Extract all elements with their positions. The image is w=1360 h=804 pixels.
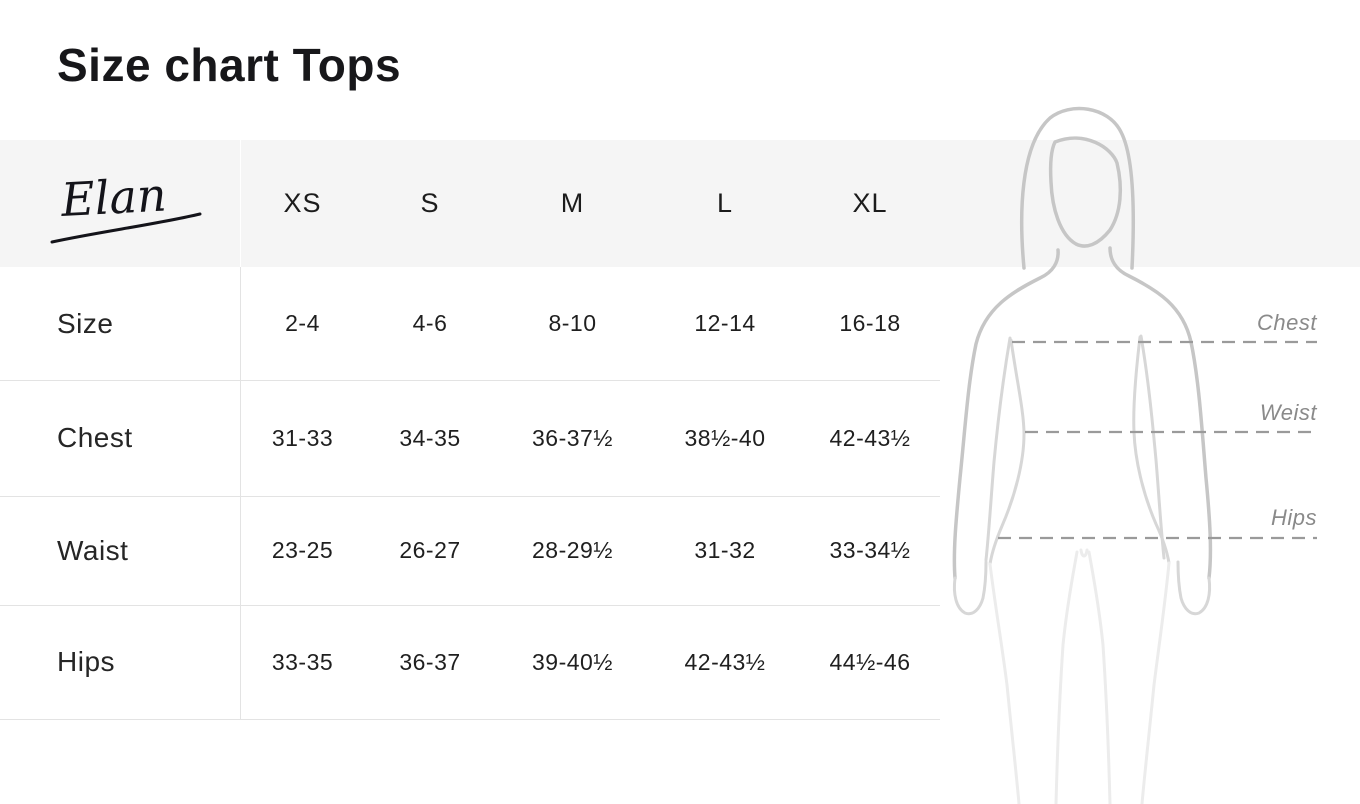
hips-xl: 44½-46 (829, 648, 911, 675)
right-leg-outer (1140, 561, 1171, 804)
table-row-hips: Hips 33-35 36-37 39-40½ 42-43½ 44½-46 (0, 605, 940, 719)
hips-xs: 33-35 (271, 648, 334, 675)
row-label-waist: Waist (57, 534, 129, 566)
waist-l: 31-32 (694, 537, 756, 563)
size-m: 8-10 (548, 310, 597, 336)
hips-l: 42-43½ (684, 648, 766, 675)
right-inner-arm (1139, 334, 1166, 560)
size-xs: 2-4 (285, 310, 320, 336)
page-title: Size chart Tops (57, 39, 402, 91)
table-bottom-border (0, 719, 940, 720)
waist-xs: 23-25 (271, 537, 334, 563)
right-shoulder-arm (1108, 246, 1213, 580)
measurement-label-hips: Hips (1270, 505, 1317, 530)
chest-xl: 42-43½ (829, 424, 911, 451)
waist-s: 26-27 (399, 537, 461, 563)
hips-s: 36-37 (399, 648, 461, 675)
silhouette-upper-body (952, 106, 1213, 580)
right-hand (1176, 560, 1212, 616)
table-row-size: Size 2-4 4-6 8-10 12-14 16-18 (0, 267, 940, 380)
right-leg-inner (1087, 550, 1112, 804)
row-label-chest: Chest (57, 422, 133, 453)
measurement-lines (998, 340, 1317, 540)
row-separator (0, 380, 940, 381)
col-header-m: M (560, 188, 585, 218)
measurement-label-weist: Weist (1259, 400, 1317, 425)
column-divider (240, 267, 241, 719)
size-s: 4-6 (412, 310, 448, 336)
torso-left-edge (988, 338, 1026, 566)
row-separator (0, 605, 940, 606)
silhouette-legs (988, 548, 1171, 804)
row-label-hips: Hips (57, 646, 116, 677)
logo-underline (50, 212, 202, 244)
left-leg-outer (988, 562, 1021, 804)
col-header-l: L (716, 188, 734, 218)
hair-outline (1020, 106, 1135, 270)
brand-logo: Elan (50, 168, 202, 244)
size-header-row: XS S M L XL (0, 140, 940, 267)
col-header-xl: XL (852, 188, 888, 218)
brand-logo-text: Elan (59, 168, 168, 227)
measurement-label-chest: Chest (1257, 310, 1317, 335)
size-l: 12-14 (694, 310, 756, 336)
col-header-xs: XS (283, 188, 322, 218)
size-xl: 16-18 (839, 310, 901, 336)
row-label-size: Size (57, 307, 114, 339)
left-hand (952, 560, 988, 616)
column-divider (240, 140, 241, 267)
chest-xs: 31-33 (271, 424, 334, 451)
waist-xl: 33-34½ (829, 537, 911, 563)
col-header-s: S (420, 188, 440, 218)
chest-s: 34-35 (399, 424, 461, 451)
left-shoulder-arm (952, 248, 1060, 580)
chest-m: 36-37½ (531, 424, 613, 451)
hips-m: 39-40½ (531, 648, 613, 675)
body-silhouette-illustration (952, 106, 1317, 804)
waist-m: 28-29½ (531, 537, 613, 563)
silhouette-torso (952, 334, 1212, 616)
left-inner-arm (984, 336, 1012, 562)
chest-l: 38½-40 (684, 424, 766, 451)
crotch-line (1079, 548, 1089, 558)
table-row-waist: Waist 23-25 26-27 28-29½ 31-32 33-34½ (0, 496, 940, 605)
table-row-chest: Chest 31-33 34-35 36-37½ 38½-40 42-43½ (0, 380, 940, 496)
left-leg-inner (1054, 550, 1079, 804)
torso-right-edge (1132, 335, 1171, 565)
row-separator (0, 496, 940, 497)
face-outline (1048, 136, 1123, 248)
